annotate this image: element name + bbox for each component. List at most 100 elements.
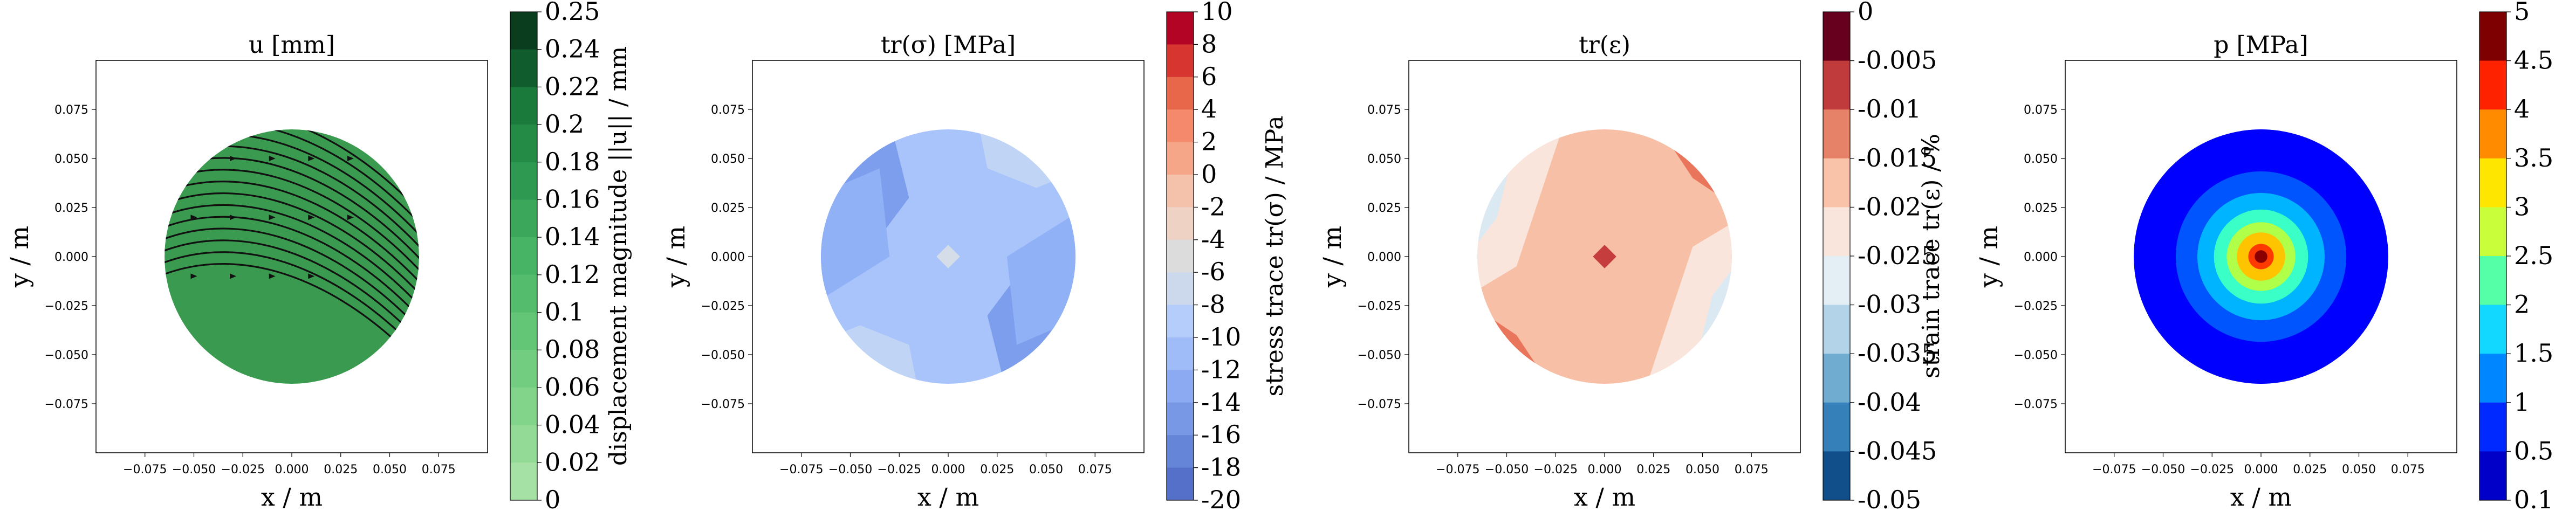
streamline bbox=[165, 129, 419, 285]
colorbar-segment bbox=[2479, 158, 2506, 208]
colorbar-segment bbox=[1167, 239, 1194, 273]
colorbar-label: strain trace tr(ε) / % bbox=[1917, 134, 1945, 378]
y-tick-label: −0.025 bbox=[701, 300, 745, 313]
y-tick-label: 0.000 bbox=[711, 251, 745, 264]
x-tick-label: −0.025 bbox=[2190, 463, 2234, 476]
colorbar-tick-label: 8 bbox=[1201, 29, 1217, 58]
streamline bbox=[165, 239, 419, 384]
y-tick-label: −0.075 bbox=[1358, 398, 1401, 411]
colorbar-segment bbox=[1167, 435, 1194, 468]
colorbar-segment bbox=[1823, 256, 1850, 306]
colorbar-segment bbox=[510, 425, 537, 463]
y-tick-label: 0.050 bbox=[711, 153, 745, 166]
x-tick-label: 0.000 bbox=[931, 463, 965, 476]
colorbar-tick-label: 2 bbox=[2514, 290, 2530, 319]
colorbar-segment bbox=[1823, 402, 1850, 452]
y-tick-label: 0.050 bbox=[1367, 153, 1401, 166]
streamline-arrow bbox=[190, 273, 197, 279]
colorbar-tick-label: 0.1 bbox=[545, 298, 584, 327]
x-tick-label: −0.075 bbox=[1436, 463, 1479, 476]
x-tick-label: 0.025 bbox=[1636, 463, 1670, 476]
x-tick-label: 0.000 bbox=[2244, 463, 2278, 476]
x-tick-label: −0.050 bbox=[828, 463, 872, 476]
y-tick-label: 0.025 bbox=[2024, 202, 2058, 215]
y-tick-label: 0.025 bbox=[711, 202, 745, 215]
plot-title: tr(σ) [MPa] bbox=[881, 31, 1016, 59]
colorbar-tick-label: 4.5 bbox=[2514, 46, 2553, 75]
colorbar-segment bbox=[1823, 207, 1850, 257]
x-axis-label: x / m bbox=[917, 482, 979, 512]
panel-4: −0.075 0.075 −0.050 0.050 −0.025 0.025 0.000 0.… bbox=[1974, 0, 2576, 514]
streamline-arrow bbox=[347, 215, 354, 220]
streamline-arrow bbox=[230, 215, 237, 220]
colorbar-tick-label: -0.015 bbox=[1858, 143, 1937, 172]
y-tick-label: 0.075 bbox=[1367, 103, 1401, 117]
colorbar-tick-label: -0.05 bbox=[1858, 485, 1921, 514]
colorbar-segment bbox=[2479, 12, 2506, 61]
colorbar-tick-label: 0.24 bbox=[545, 34, 600, 64]
colorbar-tick-label: 0.08 bbox=[545, 335, 600, 364]
colorbar-tick-label: 10 bbox=[1201, 0, 1233, 26]
colorbar-tick-label: 4 bbox=[2514, 94, 2530, 123]
panel-3: −0.075 0.075 −0.050 0.050 −0.025 0.025 0.000 0.… bbox=[1318, 0, 1945, 514]
colorbar-segment bbox=[1167, 402, 1194, 436]
y-tick-label: −0.025 bbox=[2014, 300, 2058, 313]
streamline bbox=[165, 227, 419, 384]
colorbar-tick-label: -0.025 bbox=[1858, 241, 1937, 270]
colorbar-tick-label: 0.22 bbox=[545, 72, 600, 101]
colorbar-tick-label: 0 bbox=[1201, 160, 1217, 189]
colorbar-segment bbox=[2479, 305, 2506, 354]
y-tick-label: 0.050 bbox=[54, 153, 88, 166]
y-axis-label: y / m bbox=[5, 226, 34, 288]
x-tick-label: 0.000 bbox=[1588, 463, 1622, 476]
colorbar-tick-label: 0.2 bbox=[545, 109, 584, 139]
colorbar-label: stress trace tr(σ) / MPa bbox=[1261, 116, 1289, 397]
colorbar-tick-label: -0.02 bbox=[1858, 192, 1921, 221]
strain-band bbox=[1673, 148, 1722, 198]
colorbar-tick-label: 1 bbox=[2514, 388, 2530, 417]
colorbar-segment bbox=[510, 312, 537, 350]
colorbar-segment bbox=[510, 49, 537, 87]
colorbar-segment bbox=[510, 12, 537, 50]
x-tick-label: 0.000 bbox=[275, 463, 309, 476]
y-tick-label: −0.075 bbox=[45, 398, 88, 411]
y-tick-label: 0.000 bbox=[1367, 251, 1401, 264]
y-tick-label: −0.050 bbox=[1358, 349, 1401, 362]
x-axis-label: x / m bbox=[1574, 482, 1635, 512]
colorbar-segment bbox=[510, 237, 537, 275]
colorbar-label: displacement magnitude ||u|| / mm bbox=[605, 46, 632, 466]
strain-band bbox=[1487, 315, 1536, 365]
colorbar-tick-label: -12 bbox=[1201, 355, 1241, 384]
colorbar-tick-label: 3.5 bbox=[2514, 143, 2553, 172]
field-plot bbox=[1477, 129, 1732, 384]
colorbar-tick-label: -14 bbox=[1201, 388, 1241, 417]
colorbar-segment bbox=[1823, 354, 1850, 403]
plot-title: tr(ε) bbox=[1579, 31, 1630, 59]
colorbar-tick-label: -2 bbox=[1201, 192, 1225, 221]
colorbar-segment bbox=[1823, 451, 1850, 501]
x-tick-label: 0.025 bbox=[2293, 463, 2327, 476]
colorbar-label: pore pressure p / MPa bbox=[2574, 122, 2576, 389]
colorbar-segment bbox=[1167, 337, 1194, 370]
y-axis-label: y / m bbox=[1318, 226, 1347, 288]
colorbar-segment bbox=[510, 274, 537, 313]
x-axis-label: x / m bbox=[261, 482, 323, 512]
x-tick-label: 0.050 bbox=[1686, 463, 1719, 476]
panel-1: −0.075 0.075 −0.050 0.050 −0.025 0.025 0.000 0.… bbox=[5, 0, 632, 514]
colorbar-tick-label: 0.5 bbox=[2514, 436, 2553, 465]
y-tick-label: 0.075 bbox=[54, 103, 88, 117]
colorbar-tick-label: 4 bbox=[1201, 94, 1217, 123]
colorbar-tick-label: -6 bbox=[1201, 257, 1225, 286]
colorbar-tick-label: 0.16 bbox=[545, 184, 600, 213]
colorbar-segment bbox=[1167, 370, 1194, 403]
colorbar-tick-label: 3 bbox=[2514, 192, 2530, 221]
streamline bbox=[165, 129, 419, 143]
colorbar-segment bbox=[510, 387, 537, 426]
colorbar-tick-label: 0.25 bbox=[545, 0, 600, 26]
colorbar-segment bbox=[2479, 451, 2506, 501]
stress-center bbox=[936, 245, 960, 268]
x-tick-label: −0.075 bbox=[123, 463, 167, 476]
y-tick-label: 0.025 bbox=[1367, 202, 1401, 215]
colorbar-tick-label: -0.045 bbox=[1858, 436, 1937, 465]
colorbar-segment bbox=[510, 162, 537, 200]
